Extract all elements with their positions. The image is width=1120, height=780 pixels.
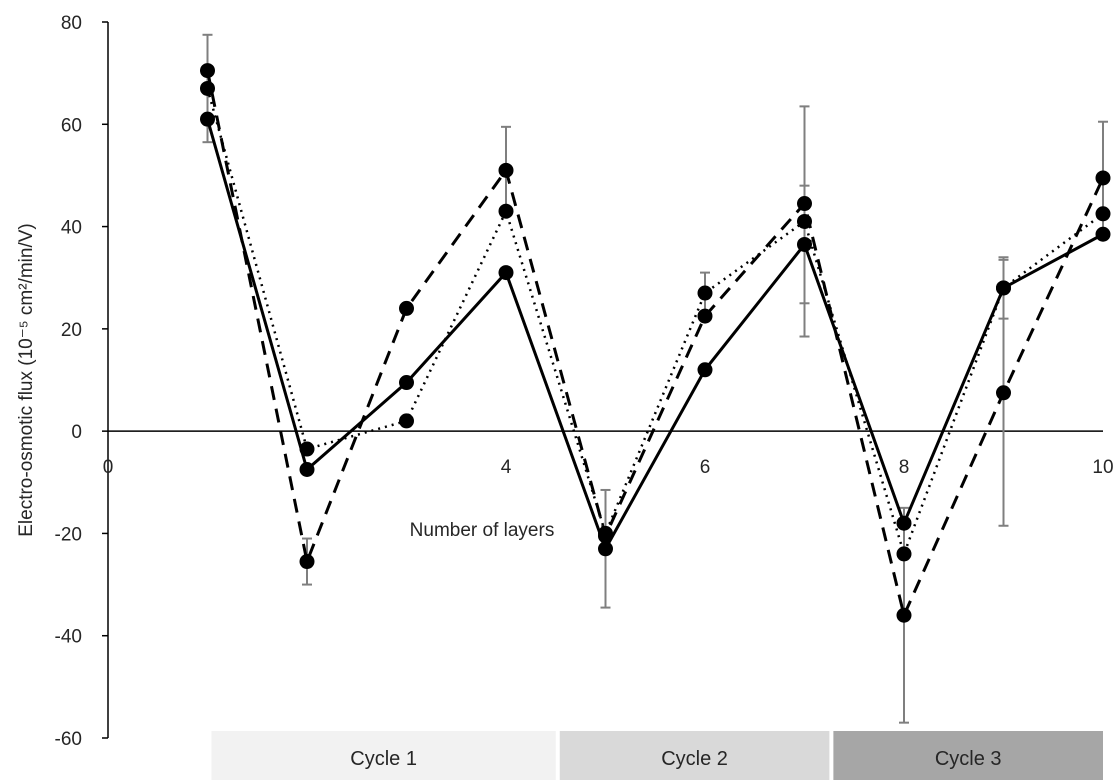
x-tick-label: 4 <box>501 457 512 478</box>
y-tick-label: 20 <box>61 320 82 341</box>
series-lines <box>206 70 1105 620</box>
data-point-dotted-6 <box>697 285 713 301</box>
data-point-dashed-9 <box>996 385 1011 401</box>
data-point-dashed-4 <box>498 162 514 178</box>
y-tick-label: 40 <box>61 218 82 239</box>
data-point-dashed-3 <box>399 300 414 316</box>
data-point-dotted-7 <box>797 213 812 229</box>
x-tick-label: 6 <box>700 457 711 478</box>
data-point-dashed-1 <box>200 63 215 79</box>
data-point-dotted-3 <box>399 413 414 429</box>
data-point-dotted-10 <box>1095 206 1111 222</box>
data-point-solid-3 <box>399 375 414 391</box>
series-line-dotted <box>206 88 1104 558</box>
data-point-solid-6 <box>697 362 713 378</box>
cycle-band-3 <box>833 731 1103 780</box>
data-markers <box>200 63 1111 623</box>
cycle-label-1: Cycle 1 <box>350 748 417 770</box>
data-point-dotted-4 <box>498 203 514 219</box>
y-tick-label: 0 <box>71 422 82 443</box>
cycle-band-1 <box>211 731 556 780</box>
data-point-solid-10 <box>1095 226 1111 242</box>
data-point-dotted-8 <box>896 546 912 562</box>
y-tick-label: -20 <box>55 524 82 545</box>
cycle-label-3: Cycle 3 <box>935 748 1002 770</box>
error-bars <box>202 33 1108 724</box>
x-tick-label: 8 <box>899 457 910 478</box>
axes <box>102 21 1103 739</box>
y-tick-label: 80 <box>61 13 82 34</box>
x-tick-label: 10 <box>1092 457 1113 478</box>
series-line-solid <box>206 118 1104 553</box>
data-point-dashed-2 <box>299 554 315 570</box>
series-line-dashed <box>206 70 1105 620</box>
data-point-dotted-5 <box>598 525 613 541</box>
data-point-dashed-6 <box>697 308 713 324</box>
cycle-bands <box>211 731 1103 780</box>
y-tick-label: -60 <box>55 729 82 750</box>
x-tick-label: 0 <box>103 457 114 478</box>
data-point-solid-5 <box>598 541 613 557</box>
data-point-dotted-9 <box>996 280 1011 296</box>
y-tick-label: 60 <box>61 115 82 136</box>
data-point-solid-2 <box>299 462 315 477</box>
data-point-solid-7 <box>797 236 812 252</box>
cycle-band-2 <box>559 731 830 780</box>
data-point-dotted-2 <box>299 441 315 457</box>
data-point-dashed-8 <box>896 607 912 623</box>
data-point-dashed-7 <box>797 196 812 212</box>
data-point-solid-4 <box>498 265 514 281</box>
data-point-dotted-1 <box>200 80 215 96</box>
data-point-dashed-10 <box>1095 170 1111 186</box>
y-axis-label: Electro-osmotic flux (10⁻⁵ cm²/min/V) <box>16 223 37 537</box>
data-point-solid-8 <box>896 515 912 531</box>
labels: Cycle 1 Cycle 2 Cycle 3 80 60 40 20 0 -20 -40 -60 0… <box>16 13 1114 770</box>
x-axis-label: Number of layers <box>410 520 555 541</box>
y-tick-label: -40 <box>55 627 82 648</box>
cycle-label-2: Cycle 2 <box>661 748 728 770</box>
data-point-solid-1 <box>200 111 215 127</box>
